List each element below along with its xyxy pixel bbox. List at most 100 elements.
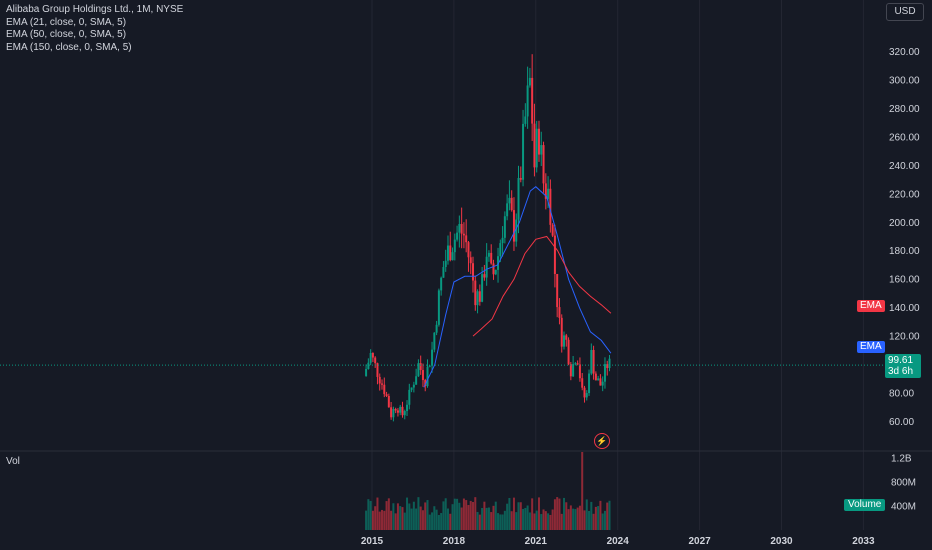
candle	[371, 352, 374, 358]
volume-bar	[392, 503, 395, 530]
candle	[540, 145, 543, 155]
volume-bar	[412, 501, 415, 530]
volume-bar	[465, 500, 468, 530]
volume-pane-label[interactable]: Vol	[6, 456, 20, 467]
candle	[469, 257, 472, 264]
candle	[526, 85, 529, 117]
volume-tick-label: 400M	[891, 502, 916, 513]
legend-ema-150[interactable]: EMA (150, close, 0, SMA, 5)	[6, 41, 132, 53]
volume-bar	[437, 514, 440, 530]
candle	[606, 364, 609, 369]
legend: Alibaba Group Holdings Ltd., 1M, NYSE EM…	[6, 4, 183, 54]
volume-bar	[506, 503, 509, 530]
candle	[547, 188, 550, 199]
candle	[512, 210, 515, 242]
volume-bar	[374, 506, 377, 530]
volume-bar	[474, 497, 477, 530]
volume-bar	[394, 513, 397, 530]
volume-bar	[378, 511, 381, 530]
volume-bar	[497, 513, 500, 530]
candle	[408, 389, 411, 405]
volume-bar	[435, 509, 438, 530]
legend-ema-21[interactable]: EMA (21, close, 0, SMA, 5)	[6, 16, 127, 28]
candle	[415, 376, 418, 385]
candle	[426, 366, 429, 387]
candle	[381, 383, 384, 385]
volume-bar	[528, 512, 531, 530]
volume-bar	[478, 514, 481, 530]
candle	[501, 237, 504, 244]
candle	[483, 274, 486, 278]
candle	[460, 223, 463, 234]
candle	[533, 123, 536, 168]
candle	[472, 263, 475, 281]
candle	[585, 393, 588, 398]
candle	[572, 364, 575, 377]
volume-bar	[558, 498, 561, 530]
candle	[576, 363, 579, 365]
candle	[510, 197, 513, 211]
price-tick-label: 60.00	[889, 417, 914, 428]
volume-bar	[576, 507, 579, 530]
candle	[542, 145, 545, 184]
volume-bar	[458, 502, 461, 530]
candle	[490, 252, 493, 264]
volume-bar	[460, 507, 463, 530]
candle	[376, 363, 379, 377]
volume-bar	[417, 497, 420, 530]
ema-red-line	[472, 235, 612, 337]
price-tick-label: 80.00	[889, 389, 914, 400]
candle	[424, 380, 427, 387]
volume-bar	[535, 510, 538, 530]
volume-axis: 1.2B 800M 400M	[891, 454, 916, 513]
candle	[578, 364, 581, 379]
price-tick-label: 120.00	[889, 332, 920, 343]
volume-bar	[444, 498, 447, 530]
candle	[494, 269, 497, 275]
time-tick-label: 2027	[688, 536, 711, 547]
volume-bar	[483, 501, 486, 530]
volume-bar	[540, 514, 543, 530]
volume-bar	[508, 497, 511, 530]
candle	[401, 406, 404, 416]
candle	[563, 335, 566, 347]
volume-bar	[526, 505, 529, 530]
volume-bar	[519, 502, 522, 530]
volume-bar	[481, 507, 484, 530]
currency-button[interactable]: USD	[886, 3, 924, 21]
volume-bar	[410, 508, 413, 530]
volume-bar	[426, 500, 429, 530]
candle	[497, 256, 500, 270]
volume-bar	[565, 502, 568, 530]
volume-bar	[428, 514, 431, 530]
candle	[403, 411, 406, 416]
candle	[435, 324, 438, 333]
candle	[383, 384, 386, 395]
candle	[458, 223, 461, 233]
candle	[421, 370, 424, 381]
price-tick-label: 160.00	[889, 275, 920, 286]
price-tick-label: 180.00	[889, 246, 920, 257]
volume-bar	[556, 497, 559, 530]
candle	[492, 263, 495, 275]
candle	[537, 128, 540, 155]
volume-bar	[603, 510, 606, 530]
price-tick-label: 300.00	[889, 75, 920, 86]
price-tick-label: 240.00	[889, 161, 920, 172]
volume-bar	[490, 512, 493, 530]
volume-bar	[583, 510, 586, 530]
volume-bar	[365, 510, 368, 530]
legend-ema-50[interactable]: EMA (50, close, 0, SMA, 5)	[6, 29, 127, 40]
candle	[519, 178, 522, 180]
legend-symbol[interactable]: Alibaba Group Holdings Ltd., 1M, NYSE	[6, 4, 184, 15]
candle	[465, 235, 468, 243]
candle	[431, 349, 434, 366]
volume-bar	[469, 500, 472, 530]
ema-red-price-tag: EMA	[857, 300, 885, 312]
volume-bar	[592, 513, 595, 530]
lightning-bolt-icon[interactable]: ⚡	[594, 433, 610, 449]
candle	[487, 252, 490, 257]
volume-bar	[531, 498, 534, 530]
volume-bars	[365, 452, 611, 530]
